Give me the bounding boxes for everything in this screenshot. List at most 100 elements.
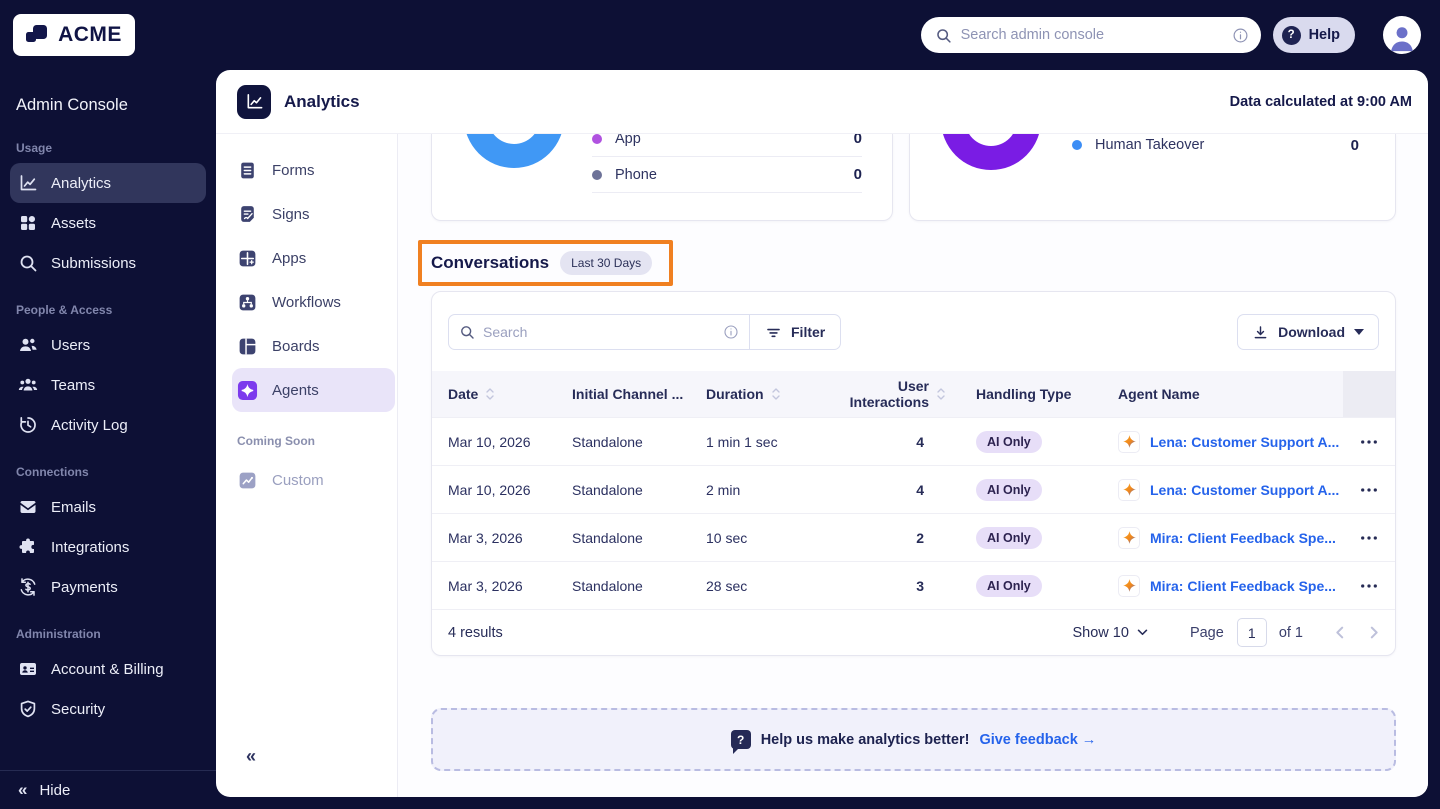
filter-button[interactable]: Filter	[749, 315, 840, 349]
feedback-message: Help us make analytics better!	[760, 731, 970, 748]
sort-icon[interactable]	[485, 387, 495, 401]
sidebar-item-assets[interactable]: Assets	[10, 203, 206, 243]
forms-icon	[237, 160, 258, 181]
sidebar-item-emails[interactable]: Emails	[10, 487, 206, 527]
last-30-days-badge: Last 30 Days	[560, 251, 653, 275]
legend-row: Human Takeover 0	[1072, 134, 1359, 163]
subnav-item-workflows[interactable]: Workflows	[232, 280, 395, 324]
agent-sparkle-icon	[1118, 574, 1140, 597]
donut-chart	[941, 134, 1041, 170]
sidebar-item-teams[interactable]: Teams	[10, 365, 206, 405]
cell-agent-name: Lena: Customer Support A...	[1118, 478, 1343, 501]
sort-icon[interactable]	[936, 387, 946, 401]
question-icon: ?	[1281, 25, 1301, 45]
search-icon	[461, 326, 474, 339]
user-avatar[interactable]	[1383, 16, 1421, 54]
cell-duration: 10 sec	[706, 529, 748, 546]
sidebar-item-label: Security	[51, 700, 106, 718]
payments-icon	[18, 577, 38, 597]
sidebar-item-activity-log[interactable]: Activity Log	[10, 405, 206, 445]
admin-search-input[interactable]	[960, 27, 1223, 43]
filter-icon	[767, 328, 780, 337]
sort-icon[interactable]	[771, 387, 781, 401]
next-page-button[interactable]	[1370, 626, 1379, 639]
main-panel: Analytics Data calculated at 9:00 AM For…	[216, 70, 1428, 797]
boards-icon	[237, 336, 258, 357]
column-header-duration[interactable]: Duration	[706, 386, 832, 402]
page-number-input[interactable]	[1236, 618, 1267, 647]
agent-sparkle-icon	[1118, 526, 1140, 549]
cell-agent-name: Lena: Customer Support A...	[1118, 430, 1343, 453]
row-actions-button[interactable]	[1356, 532, 1382, 544]
download-button[interactable]: Download	[1237, 314, 1379, 350]
workflows-icon	[237, 292, 258, 313]
sidebar-item-submissions[interactable]: Submissions	[10, 243, 206, 283]
sidebar-item-integrations[interactable]: Integrations	[10, 527, 206, 567]
handling-type-badge: AI Only	[976, 478, 1042, 501]
caret-down-icon	[1354, 329, 1364, 335]
legend-value: 0	[1350, 136, 1359, 154]
sidebar-item-label: Activity Log	[51, 416, 128, 434]
info-icon[interactable]	[1232, 27, 1249, 44]
show-per-page-select[interactable]: Show 10	[1073, 625, 1148, 641]
help-button[interactable]: ? Help	[1272, 17, 1355, 53]
sidebar-item-label: Users	[51, 336, 91, 354]
sidebar-item-payments[interactable]: Payments	[10, 567, 206, 607]
sidebar-section: Usage Analytics Assets Submissions	[0, 129, 216, 283]
agent-name-link[interactable]: Lena: Customer Support A...	[1150, 433, 1340, 450]
subnav-item-forms[interactable]: Forms	[232, 148, 395, 192]
info-icon[interactable]	[723, 324, 739, 340]
agent-name-link[interactable]: Mira: Client Feedback Spe...	[1150, 577, 1336, 594]
subnav-item-custom[interactable]: Custom	[232, 458, 395, 502]
column-header-handling-type: Handling Type	[976, 386, 1072, 402]
subnav-item-apps[interactable]: Apps	[232, 236, 395, 280]
row-actions-button[interactable]	[1356, 436, 1382, 448]
agent-name-link[interactable]: Mira: Client Feedback Spe...	[1150, 529, 1336, 546]
data-calculated-status: Data calculated at 9:00 AM	[1229, 93, 1412, 110]
cell-handling-type: AI Only	[950, 574, 1118, 597]
subnav-item-boards[interactable]: Boards	[232, 324, 395, 368]
row-actions-button[interactable]	[1356, 580, 1382, 592]
agent-sparkle-icon	[1118, 478, 1140, 501]
agent-name-link[interactable]: Lena: Customer Support A...	[1150, 481, 1340, 498]
legend-row: App 0	[592, 134, 862, 157]
cell-date: Mar 3, 2026	[448, 529, 523, 546]
ellipsis-icon	[1361, 583, 1377, 588]
sidebar-section-label: People & Access	[16, 303, 113, 317]
table-search-input[interactable]	[483, 324, 715, 340]
conversations-heading-highlight: Conversations Last 30 Days	[418, 240, 674, 286]
sidebar-item-label: Teams	[51, 376, 96, 394]
analytics-icon	[18, 173, 38, 193]
cell-initial-channel: Standalone	[572, 481, 643, 498]
table-row: Mar 3, 2026 Standalone 10 sec 2 AI Only …	[432, 513, 1395, 561]
integrations-icon	[18, 537, 38, 557]
subnav-item-agents[interactable]: Agents	[232, 368, 395, 412]
subnav-item-signs[interactable]: Signs	[232, 192, 395, 236]
subnav-item-label: Signs	[272, 205, 310, 223]
feedback-banner: ? Help us make analytics better! Give fe…	[431, 708, 1396, 771]
activity-log-icon	[18, 415, 38, 435]
row-actions-button[interactable]	[1356, 484, 1382, 496]
admin-search-bar	[920, 17, 1261, 53]
column-header-initial-channel: Initial Channel ...	[572, 386, 684, 402]
search-icon	[936, 28, 951, 43]
cell-handling-type: AI Only	[950, 526, 1118, 549]
acme-logo[interactable]: ACME	[13, 14, 135, 56]
prev-page-button[interactable]	[1335, 626, 1344, 639]
sidebar-item-label: Payments	[51, 578, 118, 596]
table-row: Mar 3, 2026 Standalone 28 sec 3 AI Only …	[432, 561, 1395, 609]
column-header-date[interactable]: Date	[448, 386, 572, 402]
sidebar-item-account-billing[interactable]: Account & Billing	[10, 649, 206, 689]
chevron-down-icon	[1137, 629, 1148, 636]
sidebar-item-users[interactable]: Users	[10, 325, 206, 365]
ellipsis-icon	[1361, 439, 1377, 444]
sidebar-item-security[interactable]: Security	[10, 689, 206, 729]
subnav-collapse-button[interactable]: «	[246, 746, 256, 766]
sidebar-hide-button[interactable]: « Hide	[0, 770, 216, 809]
give-feedback-link[interactable]: Give feedback →	[979, 731, 1097, 748]
cell-handling-type: AI Only	[950, 478, 1118, 501]
sidebar-item-analytics[interactable]: Analytics	[10, 163, 206, 203]
agent-sparkle-icon	[1118, 430, 1140, 453]
column-header-user-interactions[interactable]: User Interactions	[832, 378, 950, 410]
acme-logo-icon	[26, 24, 51, 46]
